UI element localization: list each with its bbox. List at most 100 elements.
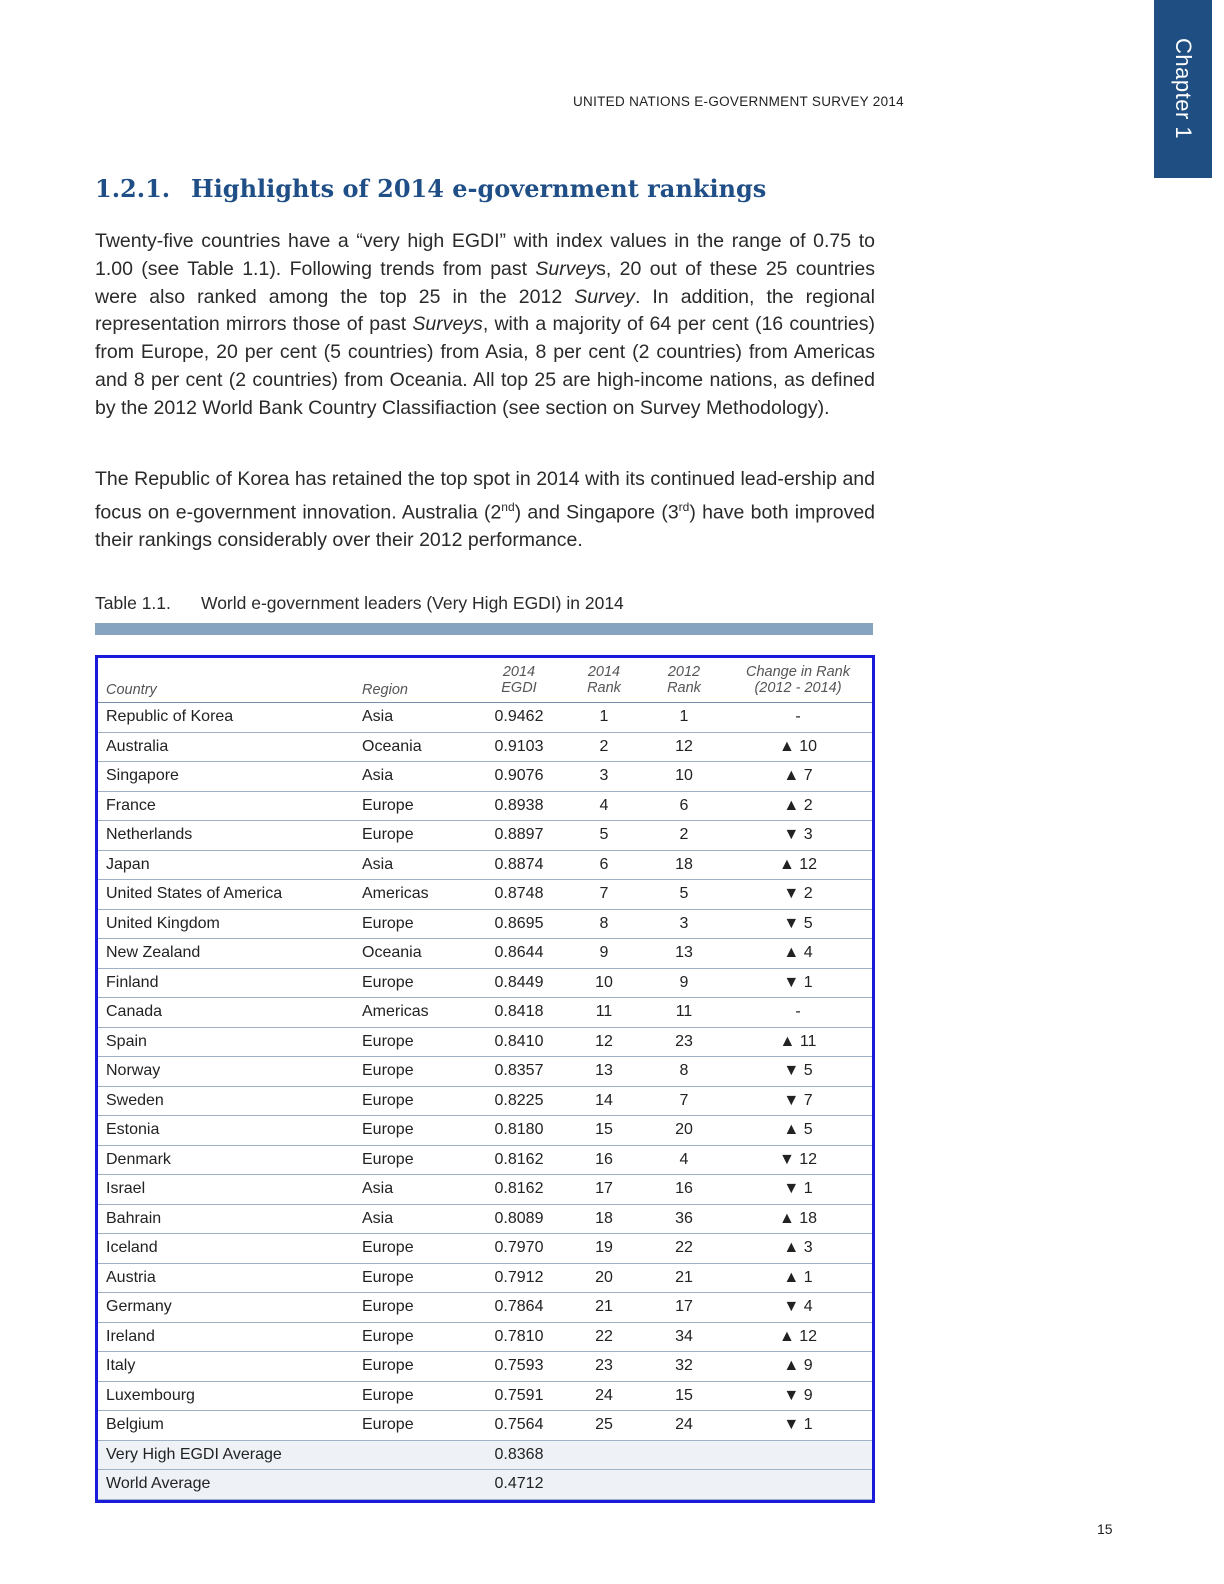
cell-country: Bahrain: [98, 1204, 362, 1234]
cell-region: Americas: [362, 997, 474, 1028]
cell-rank-2014: 17: [564, 1174, 644, 1205]
cell-egdi: 0.7912: [474, 1263, 564, 1293]
cell-egdi: 0.8180: [474, 1115, 564, 1146]
cell-region: Europe: [362, 1056, 474, 1087]
cell-rank-2012: 2: [644, 820, 724, 851]
cell-change-in-rank: ▲ 18: [724, 1204, 872, 1234]
average-empty: [564, 1440, 872, 1470]
cell-rank-2014: 1: [564, 702, 644, 733]
cell-change-in-rank: ▼ 9: [724, 1381, 872, 1411]
table-row: Australia Oceania 0.9103 2 12 ▲ 10: [98, 732, 872, 762]
page-number: 15: [1097, 1521, 1113, 1537]
header-egdi: 2014 EGDI: [474, 658, 564, 703]
cell-rank-2014: 6: [564, 850, 644, 880]
cell-rank-2014: 12: [564, 1027, 644, 1057]
header-change-in-rank: Change in Rank (2012 - 2014): [724, 658, 872, 703]
header-rank-2014: 2014 Rank: [564, 658, 644, 703]
cell-rank-2012: 13: [644, 938, 724, 969]
cell-rank-2012: 20: [644, 1115, 724, 1146]
cell-change-in-rank: ▼ 2: [724, 879, 872, 910]
cell-country: Italy: [98, 1351, 362, 1382]
table-row: Bahrain Asia 0.8089 18 36 ▲ 18: [98, 1204, 872, 1234]
cell-egdi: 0.9103: [474, 732, 564, 762]
cell-change-in-rank: ▲ 3: [724, 1233, 872, 1264]
cell-region: Europe: [362, 1410, 474, 1441]
cell-country: Ireland: [98, 1322, 362, 1352]
cell-egdi: 0.8897: [474, 820, 564, 851]
cell-rank-2012: 8: [644, 1056, 724, 1087]
cell-region: Europe: [362, 1086, 474, 1116]
cell-region: Europe: [362, 1381, 474, 1411]
cell-egdi: 0.8225: [474, 1086, 564, 1116]
cell-rank-2012: 3: [644, 909, 724, 939]
cell-egdi: 0.8938: [474, 791, 564, 821]
table-row: Ireland Europe 0.7810 22 34 ▲ 12: [98, 1322, 872, 1352]
cell-region: Asia: [362, 1204, 474, 1234]
average-region-empty: [362, 1440, 474, 1470]
cell-change-in-rank: ▲ 11: [724, 1027, 872, 1057]
running-head: UNITED NATIONS E-GOVERNMENT SURVEY 2014: [572, 94, 904, 109]
table-row: Norway Europe 0.8357 13 8 ▼ 5: [98, 1056, 872, 1087]
cell-egdi: 0.7810: [474, 1322, 564, 1352]
section-number: 1.2.1.: [95, 174, 171, 203]
cell-change-in-rank: ▼ 3: [724, 820, 872, 851]
table-row: United States of America Americas 0.8748 7 5…: [98, 879, 872, 910]
cell-egdi: 0.8357: [474, 1056, 564, 1087]
cell-country: Denmark: [98, 1145, 362, 1175]
cell-egdi: 0.8748: [474, 879, 564, 910]
cell-change-in-rank: ▲ 9: [724, 1351, 872, 1382]
cell-country: Germany: [98, 1292, 362, 1323]
average-label: Very High EGDI Average: [98, 1440, 362, 1470]
cell-rank-2014: 21: [564, 1292, 644, 1323]
table-row: Spain Europe 0.8410 12 23 ▲ 11: [98, 1027, 872, 1057]
cell-change-in-rank: ▲ 1: [724, 1263, 872, 1293]
cell-rank-2012: 23: [644, 1027, 724, 1057]
table-row: Finland Europe 0.8449 10 9 ▼ 1: [98, 968, 872, 998]
average-egdi: 0.4712: [474, 1469, 564, 1500]
cell-rank-2012: 12: [644, 732, 724, 762]
cell-egdi: 0.8874: [474, 850, 564, 880]
paragraph-2: The Republic of Korea has retained the t…: [95, 468, 876, 552]
cell-rank-2014: 5: [564, 820, 644, 851]
cell-egdi: 0.8089: [474, 1204, 564, 1234]
table-header-row: Country Region 2014 EGDI 2014 Rank 2012 Ran…: [98, 658, 872, 703]
cell-rank-2014: 14: [564, 1086, 644, 1116]
cell-region: Asia: [362, 702, 474, 733]
cell-egdi: 0.8410: [474, 1027, 564, 1057]
cell-rank-2012: 34: [644, 1322, 724, 1352]
cell-country: Israel: [98, 1174, 362, 1205]
cell-country: Spain: [98, 1027, 362, 1057]
cell-country: Iceland: [98, 1233, 362, 1264]
table-row: Denmark Europe 0.8162 16 4 ▼ 12: [98, 1145, 872, 1175]
cell-region: Europe: [362, 909, 474, 939]
cell-rank-2014: 13: [564, 1056, 644, 1087]
cell-rank-2014: 16: [564, 1145, 644, 1175]
cell-rank-2014: 4: [564, 791, 644, 821]
cell-country: Austria: [98, 1263, 362, 1293]
cell-country: Sweden: [98, 1086, 362, 1116]
cell-change-in-rank: ▼ 5: [724, 1056, 872, 1087]
cell-country: New Zealand: [98, 938, 362, 969]
header-rank-2012: 2012 Rank: [644, 658, 724, 703]
cell-egdi: 0.9462: [474, 702, 564, 733]
cell-country: Republic of Korea: [98, 702, 362, 733]
cell-region: Oceania: [362, 938, 474, 969]
cell-country: Singapore: [98, 761, 362, 792]
cell-rank-2012: 4: [644, 1145, 724, 1175]
average-row: World Average 0.4712: [98, 1469, 872, 1500]
cell-change-in-rank: ▼ 1: [724, 1174, 872, 1205]
cell-change-in-rank: ▼ 7: [724, 1086, 872, 1116]
cell-egdi: 0.7970: [474, 1233, 564, 1264]
cell-change-in-rank: -: [724, 997, 872, 1028]
cell-rank-2014: 9: [564, 938, 644, 969]
cell-country: United States of America: [98, 879, 362, 910]
cell-region: Europe: [362, 1322, 474, 1352]
cell-region: Europe: [362, 1233, 474, 1264]
cell-region: Europe: [362, 820, 474, 851]
cell-country: Netherlands: [98, 820, 362, 851]
cell-region: Europe: [362, 968, 474, 998]
table-row: France Europe 0.8938 4 6 ▲ 2: [98, 791, 872, 821]
header-region: Region: [362, 658, 474, 703]
cell-rank-2012: 5: [644, 879, 724, 910]
cell-rank-2012: 1: [644, 702, 724, 733]
